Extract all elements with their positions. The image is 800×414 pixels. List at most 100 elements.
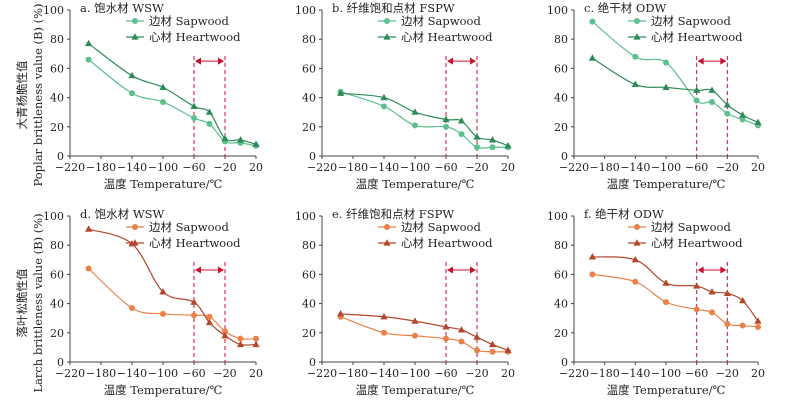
y-tick-label: 80	[302, 239, 316, 252]
x-tick-label: −100	[400, 161, 430, 174]
x-tick-label: −220	[559, 367, 589, 380]
x-tick-label: −20	[213, 367, 236, 380]
legend-marker-sapwood	[132, 18, 138, 24]
y-tick-label: 60	[302, 268, 316, 281]
panel-a: 0 20 40 60 80 100 −220 −180 −140 −100 −60 −20 20 温度 T…	[43, 1, 263, 191]
x-tick-label: −180	[590, 367, 620, 380]
legend-marker-sapwood	[132, 224, 138, 230]
y-tick-label: 0	[309, 356, 316, 369]
data-point-sapwood	[724, 110, 731, 117]
data-point-sapwood	[443, 335, 449, 342]
y-tick-label: 20	[50, 121, 64, 134]
data-point-sapwood	[739, 322, 746, 329]
row-labels: 大青杨脆性值 Poplar brittleness value (B) (%) …	[15, 3, 45, 392]
band-arrow-head-right	[218, 57, 224, 65]
legend-label: 边材 Sapwood	[149, 220, 229, 234]
x-tick-label: −140	[369, 161, 399, 174]
y-tick-label: 20	[302, 121, 316, 134]
data-point-sapwood	[739, 116, 746, 123]
data-point-sapwood	[206, 120, 213, 127]
legend-marker-sapwood	[384, 224, 390, 230]
band-arrow-head-left	[195, 266, 201, 274]
data-point-sapwood	[85, 265, 92, 272]
panel-title: d. 饱水材 WSW	[80, 207, 165, 221]
data-point-sapwood	[381, 103, 387, 110]
series-line-sapwood	[340, 91, 508, 149]
x-tick-label: −100	[651, 367, 681, 380]
y-tick-label: 0	[561, 356, 568, 369]
x-tick-label: 20	[249, 367, 263, 380]
data-point-sapwood	[632, 53, 639, 60]
band-arrow-head-left	[697, 57, 704, 65]
band-arrow-head-right	[470, 266, 476, 274]
panel-f: 0 20 40 60 80 100 −220 −180 −140 −100 −60 −20 20 温度 T…	[547, 207, 765, 397]
data-point-sapwood	[632, 278, 639, 285]
legend-marker-heartwood	[383, 239, 391, 246]
data-point-heartwood	[442, 115, 450, 123]
data-point-heartwood	[190, 298, 198, 305]
data-point-heartwood	[337, 310, 345, 317]
series-line-heartwood	[88, 43, 257, 145]
data-point-sapwood	[237, 335, 244, 342]
data-point-sapwood	[693, 306, 700, 313]
x-tick-label: −180	[86, 161, 116, 174]
legend-label: 边材 Sapwood	[651, 14, 731, 28]
x-tick-label: −140	[369, 367, 399, 380]
data-point-sapwood	[381, 329, 387, 336]
data-point-heartwood	[236, 340, 245, 348]
panel-title: b. 纤维饱和点材 FSPW	[332, 1, 455, 15]
legend-label: 心材 Heartwood	[401, 236, 493, 250]
data-point-heartwood	[708, 86, 716, 93]
data-point-sapwood	[253, 335, 259, 342]
y-tick-label: 60	[554, 268, 568, 281]
x-tick-label: −220	[55, 367, 85, 380]
y-tick-label: 80	[50, 33, 64, 46]
data-point-sapwood	[85, 56, 92, 63]
data-point-heartwood	[85, 225, 93, 232]
data-point-heartwood	[442, 323, 450, 330]
x-tick-label: −20	[465, 161, 488, 174]
data-point-heartwood	[221, 134, 229, 142]
x-axis-label: 温度 Temperature/℃	[356, 383, 475, 397]
x-axis-label: 温度 Temperature/℃	[607, 383, 726, 397]
series-line-heartwood	[340, 313, 509, 351]
x-tick-label: −20	[213, 161, 236, 174]
x-tick-label: 20	[751, 161, 765, 174]
data-point-sapwood	[160, 310, 166, 317]
data-point-heartwood	[504, 346, 512, 353]
band-arrow-head-left	[195, 57, 201, 65]
data-point-sapwood	[489, 348, 496, 355]
series-line-sapwood	[88, 59, 257, 147]
data-point-sapwood	[129, 304, 135, 311]
data-point-sapwood	[589, 271, 596, 278]
legend-marker-heartwood	[131, 33, 139, 40]
y-tick-label: 100	[43, 210, 64, 223]
data-point-sapwood	[663, 299, 669, 306]
data-point-heartwood	[739, 111, 747, 118]
data-point-heartwood	[473, 333, 481, 340]
x-tick-label: 20	[249, 161, 263, 174]
data-point-heartwood	[631, 256, 639, 263]
data-point-sapwood	[412, 332, 418, 339]
data-point-heartwood	[723, 101, 731, 108]
data-point-sapwood	[724, 321, 731, 328]
panel-title: e. 纤维饱和点材 FSPW	[332, 207, 454, 221]
y-tick-label: 80	[554, 239, 568, 252]
panel-d: 0 20 40 60 80 100 −220 −180 −140 −100 −60 −20 20 温度 T…	[43, 207, 263, 397]
x-axis-label: 温度 Temperature/℃	[356, 177, 475, 191]
legend-label: 边材 Sapwood	[651, 220, 731, 234]
data-point-heartwood	[380, 93, 388, 101]
data-point-sapwood	[129, 90, 135, 97]
data-point-heartwood	[205, 318, 214, 326]
band-arrow-head-right	[720, 266, 727, 274]
band-arrow-head-left	[697, 266, 704, 274]
x-axis-label: 温度 Temperature/℃	[104, 383, 223, 397]
y-tick-label: 40	[50, 298, 64, 311]
legend-marker-heartwood	[633, 33, 641, 40]
x-tick-label: −140	[620, 367, 650, 380]
legend-marker-sapwood	[634, 18, 640, 24]
data-point-heartwood	[588, 54, 596, 61]
data-point-heartwood	[236, 136, 245, 143]
